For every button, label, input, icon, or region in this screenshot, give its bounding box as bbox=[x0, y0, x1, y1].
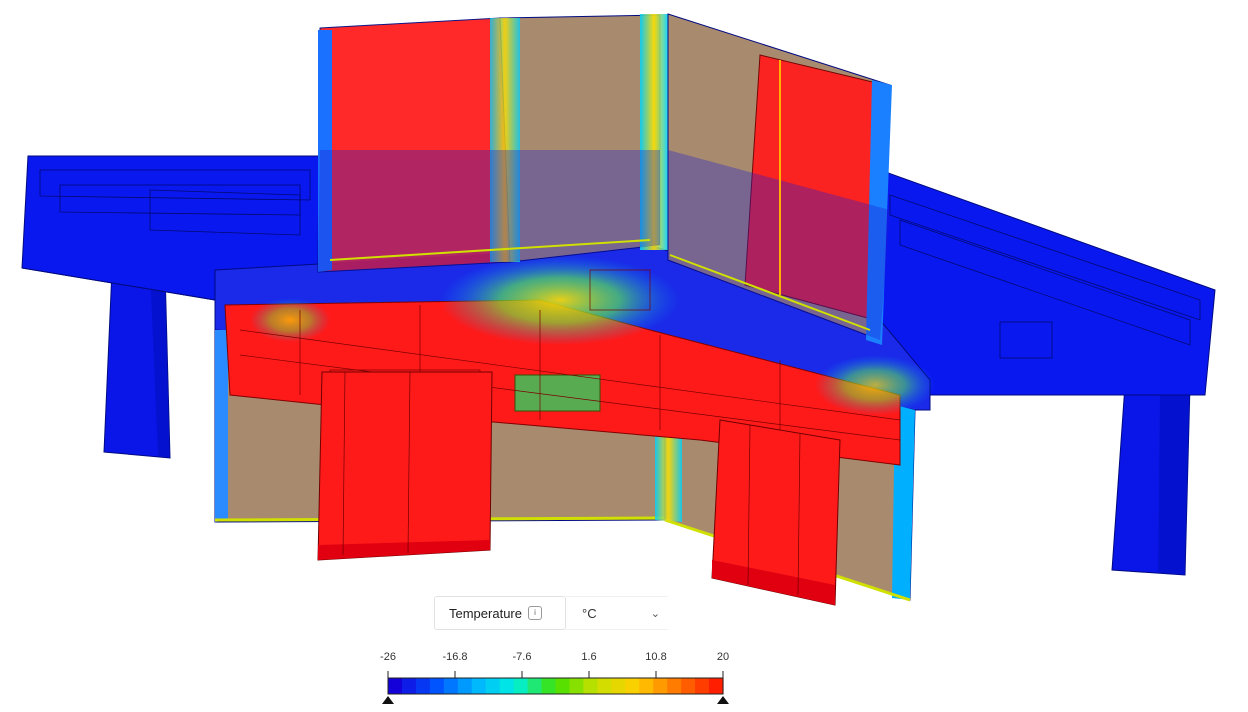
colorbar-segment bbox=[429, 678, 445, 694]
quantity-label: Temperature bbox=[449, 605, 522, 621]
colorbar-border bbox=[387, 677, 724, 695]
colorbar-tick-label: -16.8 bbox=[442, 651, 467, 663]
chevron-down-icon: ⌄ bbox=[650, 607, 660, 620]
colorbar-segment bbox=[653, 678, 668, 694]
left-column bbox=[103, 269, 171, 459]
upper-right-wall bbox=[667, 13, 892, 345]
colorbar-segment bbox=[471, 678, 487, 694]
colorbar-tick-label: 10.8 bbox=[645, 651, 666, 663]
colorbar-segment bbox=[625, 678, 640, 694]
colorbar-tick-label: 20 bbox=[717, 651, 729, 663]
right-hot-block bbox=[711, 419, 841, 606]
colorbar-tick-marks bbox=[387, 671, 724, 678]
colorbar-tick-label: -26 bbox=[380, 651, 396, 663]
right-column bbox=[1111, 384, 1191, 576]
colorbar-segment bbox=[583, 678, 598, 694]
colorbar-tick-labels: -26 -16.8 -7.6 1.6 10.8 20 bbox=[380, 651, 729, 663]
info-icon[interactable]: i bbox=[527, 606, 542, 620]
colorbar-segment bbox=[569, 678, 585, 694]
colorbar-segment bbox=[555, 678, 571, 694]
colorbar-segment bbox=[611, 678, 626, 694]
left-hot-block bbox=[317, 371, 493, 561]
colorbar-segment bbox=[415, 678, 431, 694]
colorbar-tick-label: 1.6 bbox=[581, 651, 596, 663]
colorbar-tick-label: -7.6 bbox=[513, 651, 532, 663]
colorbar-segment bbox=[499, 678, 515, 694]
colorbar-segment bbox=[667, 678, 682, 694]
colorbar-segment bbox=[443, 678, 459, 694]
min-handle-icon[interactable] bbox=[382, 696, 394, 704]
max-handle-icon[interactable] bbox=[717, 696, 729, 704]
upper-left-wall bbox=[317, 14, 668, 273]
colorbar-segment bbox=[527, 678, 543, 694]
right-slab bbox=[879, 169, 1216, 396]
colorbar-segment bbox=[639, 678, 654, 694]
colorbar-segment bbox=[485, 678, 501, 694]
colorbar-segment bbox=[541, 678, 557, 694]
colorbar-segment bbox=[695, 678, 710, 694]
colorbar-segment bbox=[709, 678, 724, 694]
colorbar-segment bbox=[457, 678, 473, 694]
colorbar bbox=[387, 677, 724, 695]
colorbar-segment bbox=[401, 678, 417, 694]
unit-label: °C bbox=[582, 605, 597, 621]
quantity-selector[interactable]: Temperature i bbox=[434, 596, 566, 630]
unit-dropdown[interactable]: °C ⌄ bbox=[566, 596, 668, 630]
colorbar-segment bbox=[388, 678, 403, 694]
left-slab bbox=[21, 155, 321, 301]
color-legend: -26 -16.8 -7.6 1.6 10.8 20 bbox=[380, 651, 729, 704]
colorbar-segment bbox=[681, 678, 696, 694]
colorbar-segment bbox=[597, 678, 612, 694]
colorbar-segment bbox=[513, 678, 529, 694]
